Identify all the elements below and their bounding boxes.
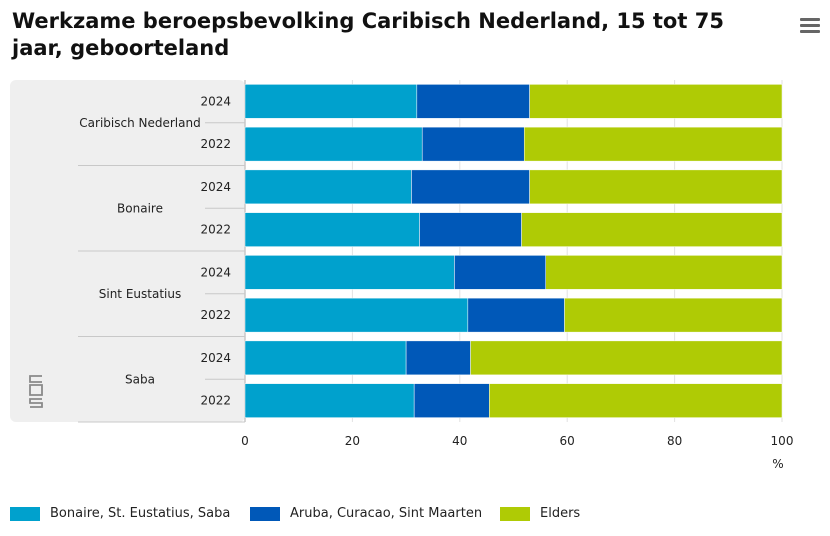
bar-segment[interactable] [244,84,418,119]
bar-segment[interactable] [244,212,420,247]
bar-segment[interactable] [489,383,783,418]
bar-segment[interactable] [545,255,783,290]
legend-item-bes[interactable]: Bonaire, St. Eustatius, Saba [10,506,230,521]
hamburger-menu-icon[interactable] [800,18,820,34]
year-label: 2022 [200,223,231,237]
legend-swatch [500,506,530,521]
bar-segment[interactable] [454,255,546,290]
group-label: Saba [125,372,155,386]
x-tick-label: 20 [345,434,360,448]
bar-segment[interactable] [467,297,565,333]
bar-segment[interactable] [416,84,530,119]
x-tick-label: 0 [241,434,249,448]
cbs-logo-icon [29,375,43,408]
year-label: 2022 [200,394,231,408]
bar-segment[interactable] [244,255,455,290]
bar-segment[interactable] [413,383,490,418]
bar-segment[interactable] [421,126,525,162]
chart-canvas: 0 20 40 60 80 100%Caribisch Nederland20242022… [10,80,794,471]
bar-segment[interactable] [244,340,407,376]
bar-segment[interactable] [405,340,471,376]
bar-segment[interactable] [419,212,522,247]
x-tick-label: 60 [560,434,575,448]
bar-segment[interactable] [529,84,783,119]
bar-segment[interactable] [244,169,412,205]
group-label: Sint Eustatius [99,287,181,301]
legend-label: Aruba, Curacao, Sint Maarten [290,506,483,521]
year-label: 2022 [200,308,231,322]
year-label: 2024 [200,351,231,365]
year-label: 2024 [200,180,231,194]
legend-swatch [250,506,280,521]
chart-title: Werkzame beroepsbevolking Caribisch Nede… [12,9,724,60]
group-label: Caribisch Nederland [79,116,200,130]
year-label: 2024 [200,265,231,279]
year-label: 2024 [200,94,231,108]
x-tick-label: 100 [771,434,794,448]
x-tick-label: 80 [667,434,682,448]
x-axis-label: % [772,457,783,471]
legend-item-aruba-curacao-sint-maarten[interactable]: Aruba, Curacao, Sint Maarten [250,506,482,521]
bar-segment[interactable] [411,169,530,205]
bar-segment[interactable] [244,297,469,333]
legend-label: Elders [540,506,581,521]
legend-swatch [10,506,40,521]
bar-segment[interactable] [521,212,783,247]
bar-segment[interactable] [244,126,423,162]
bar-segment[interactable] [470,340,783,376]
bar-segment[interactable] [523,126,783,162]
legend-item-elders[interactable]: Elders [500,506,580,521]
bar-segment[interactable] [244,383,415,418]
bar-segment[interactable] [564,297,783,333]
bar-segment[interactable] [529,169,783,205]
x-tick-label: 40 [452,434,467,448]
year-label: 2022 [200,137,231,151]
group-label: Bonaire [117,201,163,215]
legend-label: Bonaire, St. Eustatius, Saba [50,506,231,521]
